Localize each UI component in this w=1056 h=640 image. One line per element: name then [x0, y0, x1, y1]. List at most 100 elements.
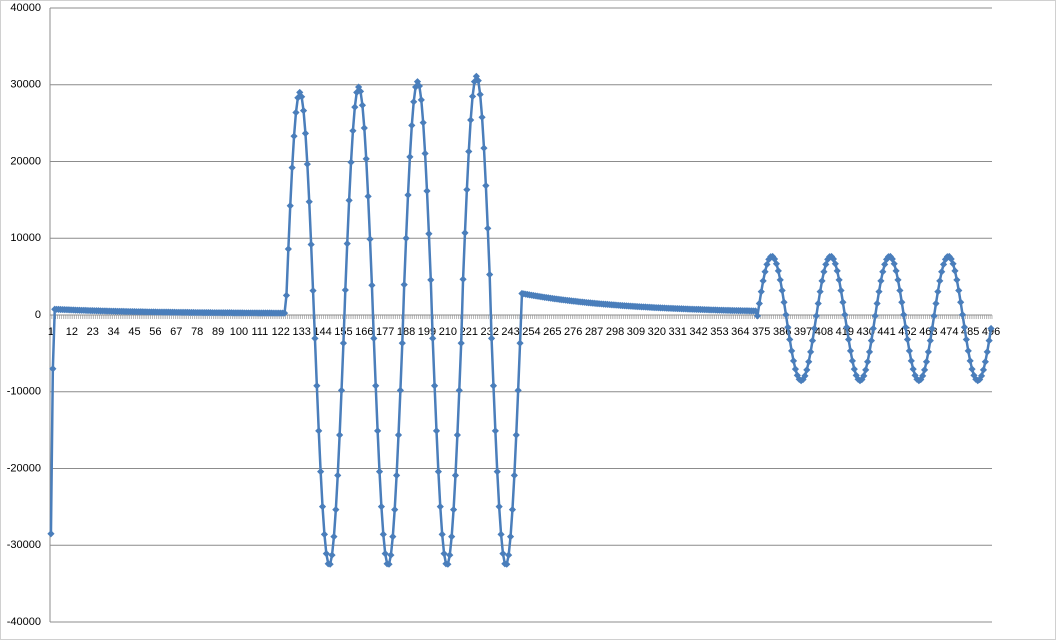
x-tick-label: 100	[230, 326, 248, 338]
data-marker	[326, 560, 334, 568]
data-marker	[301, 129, 310, 138]
data-marker	[465, 147, 473, 156]
data-marker	[865, 348, 874, 356]
data-marker	[351, 103, 359, 111]
data-marker	[364, 192, 372, 200]
data-marker	[375, 468, 384, 476]
x-tick-label: 320	[648, 326, 666, 338]
data-marker	[347, 158, 355, 166]
data-marker	[478, 113, 486, 121]
data-marker	[964, 347, 972, 355]
data-marker	[772, 260, 781, 268]
y-tick-label: -20000	[7, 462, 41, 474]
data-marker	[788, 347, 796, 355]
data-marker	[432, 427, 441, 435]
data-marker	[981, 358, 989, 366]
data-marker	[495, 503, 503, 511]
data-marker	[315, 427, 323, 435]
data-marker	[932, 299, 940, 308]
data-marker	[824, 255, 832, 263]
data-marker	[831, 260, 839, 268]
x-tick-label: 309	[627, 326, 645, 338]
x-tick-label: 408	[815, 326, 833, 338]
data-marker	[890, 260, 898, 268]
data-marker	[864, 358, 872, 366]
data-marker	[436, 503, 444, 511]
data-marker	[421, 149, 429, 158]
data-marker	[453, 431, 461, 439]
data-marker	[862, 366, 870, 374]
data-marker	[958, 311, 967, 319]
data-marker	[457, 339, 465, 347]
data-marker	[493, 468, 501, 476]
data-marker	[789, 357, 798, 365]
data-marker	[339, 339, 348, 347]
data-marker	[966, 357, 974, 365]
data-marker	[368, 281, 376, 289]
data-marker	[423, 187, 431, 195]
data-marker	[332, 506, 340, 514]
data-marker	[393, 471, 401, 480]
data-marker	[786, 335, 794, 344]
data-marker	[303, 160, 311, 168]
x-tick-label: 56	[149, 326, 161, 338]
data-marker	[444, 560, 452, 568]
data-marker	[372, 382, 380, 390]
data-marker	[448, 533, 456, 541]
data-marker	[49, 365, 57, 373]
data-marker	[353, 88, 361, 97]
x-tick-label: 353	[710, 326, 728, 338]
data-marker	[968, 365, 976, 373]
data-marker	[438, 530, 446, 538]
data-marker	[463, 186, 471, 194]
data-marker	[486, 270, 494, 279]
data-marker	[812, 312, 820, 320]
data-marker	[888, 255, 896, 263]
x-tick-label: 166	[355, 326, 373, 338]
data-marker	[470, 78, 479, 86]
data-marker	[835, 276, 843, 284]
x-tick-label: 111	[251, 326, 268, 338]
data-marker	[879, 268, 887, 276]
data-marker	[951, 267, 959, 275]
data-marker	[503, 560, 511, 568]
data-marker	[962, 335, 970, 344]
data-marker	[881, 260, 889, 269]
data-marker	[487, 334, 496, 343]
data-marker	[765, 255, 773, 263]
data-marker	[882, 255, 891, 263]
y-tick-label: 40000	[10, 2, 41, 14]
y-tick-label: 20000	[10, 155, 41, 167]
data-marker	[769, 252, 777, 261]
data-marker	[822, 260, 830, 269]
x-tick-label: 133	[292, 326, 310, 338]
data-marker	[907, 357, 915, 365]
data-marker	[391, 506, 399, 514]
data-marker	[377, 503, 386, 511]
data-marker	[429, 334, 437, 343]
x-tick-label: 188	[397, 326, 415, 338]
data-marker	[337, 386, 346, 394]
data-marker	[508, 506, 517, 514]
data-marker	[839, 298, 847, 306]
x-tick-label: 177	[376, 326, 394, 338]
data-marker	[440, 550, 448, 558]
data-marker	[938, 268, 946, 276]
data-marker	[782, 311, 790, 319]
data-marker	[763, 260, 771, 269]
data-marker	[381, 550, 389, 558]
data-marker	[901, 323, 910, 331]
data-marker	[919, 372, 927, 380]
y-tick-label: 10000	[10, 232, 41, 244]
data-marker	[374, 427, 382, 435]
data-marker	[430, 382, 439, 390]
data-marker	[455, 386, 463, 394]
data-marker	[345, 196, 353, 205]
x-tick-label: 89	[212, 326, 224, 338]
y-tick-label: -40000	[7, 616, 41, 628]
data-marker	[280, 309, 289, 317]
data-marker	[837, 286, 845, 295]
data-marker	[810, 324, 819, 333]
data-marker	[841, 311, 849, 319]
